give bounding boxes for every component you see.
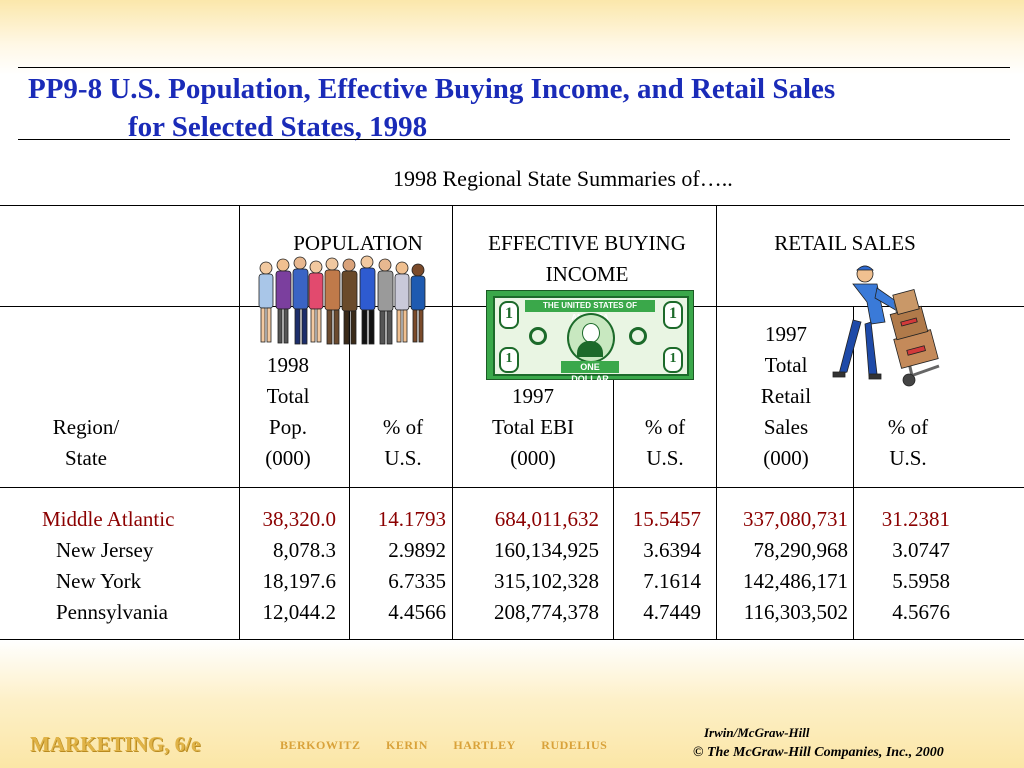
row-ebi: 160,134,925	[494, 538, 599, 562]
footer-author: BERKOWITZ	[280, 738, 361, 752]
footer-authors: BERKOWITZ KERIN HARTLEY RUDELIUS	[280, 738, 629, 753]
footer-author: RUDELIUS	[541, 738, 608, 752]
row-region-name: New York	[56, 569, 142, 593]
colhead-pop-line3: Pop.	[269, 415, 307, 439]
footer-author: HARTLEY	[453, 738, 516, 752]
colhead-ebi-line2: Total EBI	[492, 415, 574, 439]
table-line-top	[0, 205, 1024, 206]
row-retail-pct: 4.5676	[892, 600, 950, 624]
row-ebi-pct: 15.5457	[632, 507, 701, 531]
row-retail-pct: 31.2381	[881, 507, 950, 531]
colhead-ebi-line3: (000)	[510, 446, 556, 470]
row-region-name: Middle Atlantic	[42, 507, 175, 531]
colhead-pop-pct-line1: % of	[382, 415, 424, 439]
bill-seal-right	[629, 327, 647, 345]
colhead-retail-line3: Retail	[760, 384, 812, 408]
colhead-region-line1: Region/	[52, 415, 120, 439]
colhead-ebi-pct-line2: U.S.	[646, 446, 684, 470]
bill-bottom-text: ONE DOLLAR	[561, 361, 619, 384]
colhead-pop: 1998 Total Pop. (000)	[240, 350, 336, 474]
row-pop-pct: 14.1793	[377, 507, 446, 531]
footer-publisher: Irwin/McGraw-Hill	[704, 725, 810, 740]
row-ebi-pct: 7.1614	[643, 569, 701, 593]
bill-numeral-top-right: 1	[663, 301, 683, 329]
colhead-retail-line1: 1997	[765, 322, 807, 346]
row-retail: 78,290,968	[753, 538, 849, 562]
colhead-pop-pct-line2: U.S.	[384, 446, 422, 470]
table-line-bottom	[0, 639, 1024, 640]
slide-title: PP9-8 U.S. Population, Effective Buying …	[28, 70, 1008, 146]
col-divider-5	[613, 306, 614, 639]
colhead-retail-pct: % of U.S.	[858, 412, 958, 474]
colhead-retail-line4: Sales	[763, 415, 809, 439]
row-retail: 142,486,171	[743, 569, 848, 593]
row-ebi: 684,011,632	[494, 507, 599, 531]
colhead-ebi-pct-line1: % of	[644, 415, 686, 439]
colhead-pop-pct: % of U.S.	[354, 412, 452, 474]
colhead-ebi-line1: 1997	[512, 384, 554, 408]
col-divider-1	[239, 205, 240, 639]
header-ebi-line2: INCOME	[545, 262, 629, 286]
colhead-ebi-pct: % of U.S.	[614, 412, 716, 474]
header-ebi-line1: EFFECTIVE BUYING	[488, 231, 686, 255]
row-pop-pct: 6.7335	[388, 569, 446, 593]
row-pop-pct: 4.4566	[388, 600, 446, 624]
delivery-worker-illustration	[832, 265, 940, 387]
colhead-retail: 1997 Total Retail Sales (000)	[736, 319, 836, 474]
row-pop-pct: 2.9892	[388, 538, 446, 562]
row-ebi-pct: 4.7449	[643, 600, 701, 624]
row-retail: 337,080,731	[743, 507, 848, 531]
row-region-name: Pennsylvania	[56, 600, 168, 624]
colhead-region-line2: State	[65, 446, 107, 470]
row-pop: 8,078.3	[273, 538, 336, 562]
header-ebi: EFFECTIVE BUYING INCOME	[455, 228, 719, 290]
colhead-retail-line5: (000)	[763, 446, 809, 470]
dollar-bill-illustration: THE UNITED STATES OF AMERICA 1 1 1 1 ONE…	[486, 290, 694, 384]
bill-top-text: THE UNITED STATES OF AMERICA	[525, 300, 655, 322]
bill-numeral-bottom-right: 1	[663, 347, 683, 373]
colhead-pop-line2: Total	[266, 384, 310, 408]
row-retail-pct: 5.5958	[892, 569, 950, 593]
col-divider-3	[716, 205, 717, 639]
col-divider-4	[349, 306, 350, 639]
col-divider-6	[853, 306, 854, 639]
col-divider-2	[452, 205, 453, 639]
colhead-pop-line4: (000)	[265, 446, 311, 470]
row-ebi: 208,774,378	[494, 600, 599, 624]
row-retail: 116,303,502	[743, 600, 848, 624]
title-top-rule	[18, 67, 1010, 68]
title-line-1: PP9-8 U.S. Population, Effective Buying …	[28, 73, 836, 105]
colhead-retail-pct-line1: % of	[887, 415, 929, 439]
colhead-retail-line2: Total	[764, 353, 808, 377]
bill-numeral-bottom-left: 1	[499, 347, 519, 373]
row-pop: 18,197.6	[262, 569, 337, 593]
footer-copyright: © The McGraw-Hill Companies, Inc., 2000	[693, 745, 944, 760]
subtitle: 1998 Regional State Summaries of…..	[393, 166, 733, 191]
footer-book-title: MARKETING, 6/e	[30, 732, 201, 756]
colhead-region: Region/ State	[30, 412, 142, 474]
bill-portrait-icon	[567, 313, 615, 363]
bill-seal-left	[529, 327, 547, 345]
table-line-body	[0, 487, 1024, 488]
footer-author: KERIN	[386, 738, 428, 752]
row-pop: 38,320.0	[262, 507, 337, 531]
row-ebi-pct: 3.6394	[643, 538, 701, 562]
colhead-retail-pct-line2: U.S.	[889, 446, 927, 470]
title-line-2: for Selected States, 1998	[128, 111, 428, 143]
colhead-ebi: 1997 Total EBI (000)	[466, 381, 600, 474]
row-ebi: 315,102,328	[494, 569, 599, 593]
people-group-illustration	[258, 255, 426, 345]
colhead-pop-line1: 1998	[267, 353, 309, 377]
row-retail-pct: 3.0747	[892, 538, 950, 562]
title-bottom-rule	[18, 139, 1010, 140]
bill-numeral-top-left: 1	[499, 301, 519, 329]
row-region-name: New Jersey	[56, 538, 154, 562]
header-population: POPULATION	[293, 231, 423, 255]
header-retail: RETAIL SALES	[774, 231, 916, 255]
row-pop: 12,044.2	[262, 600, 337, 624]
